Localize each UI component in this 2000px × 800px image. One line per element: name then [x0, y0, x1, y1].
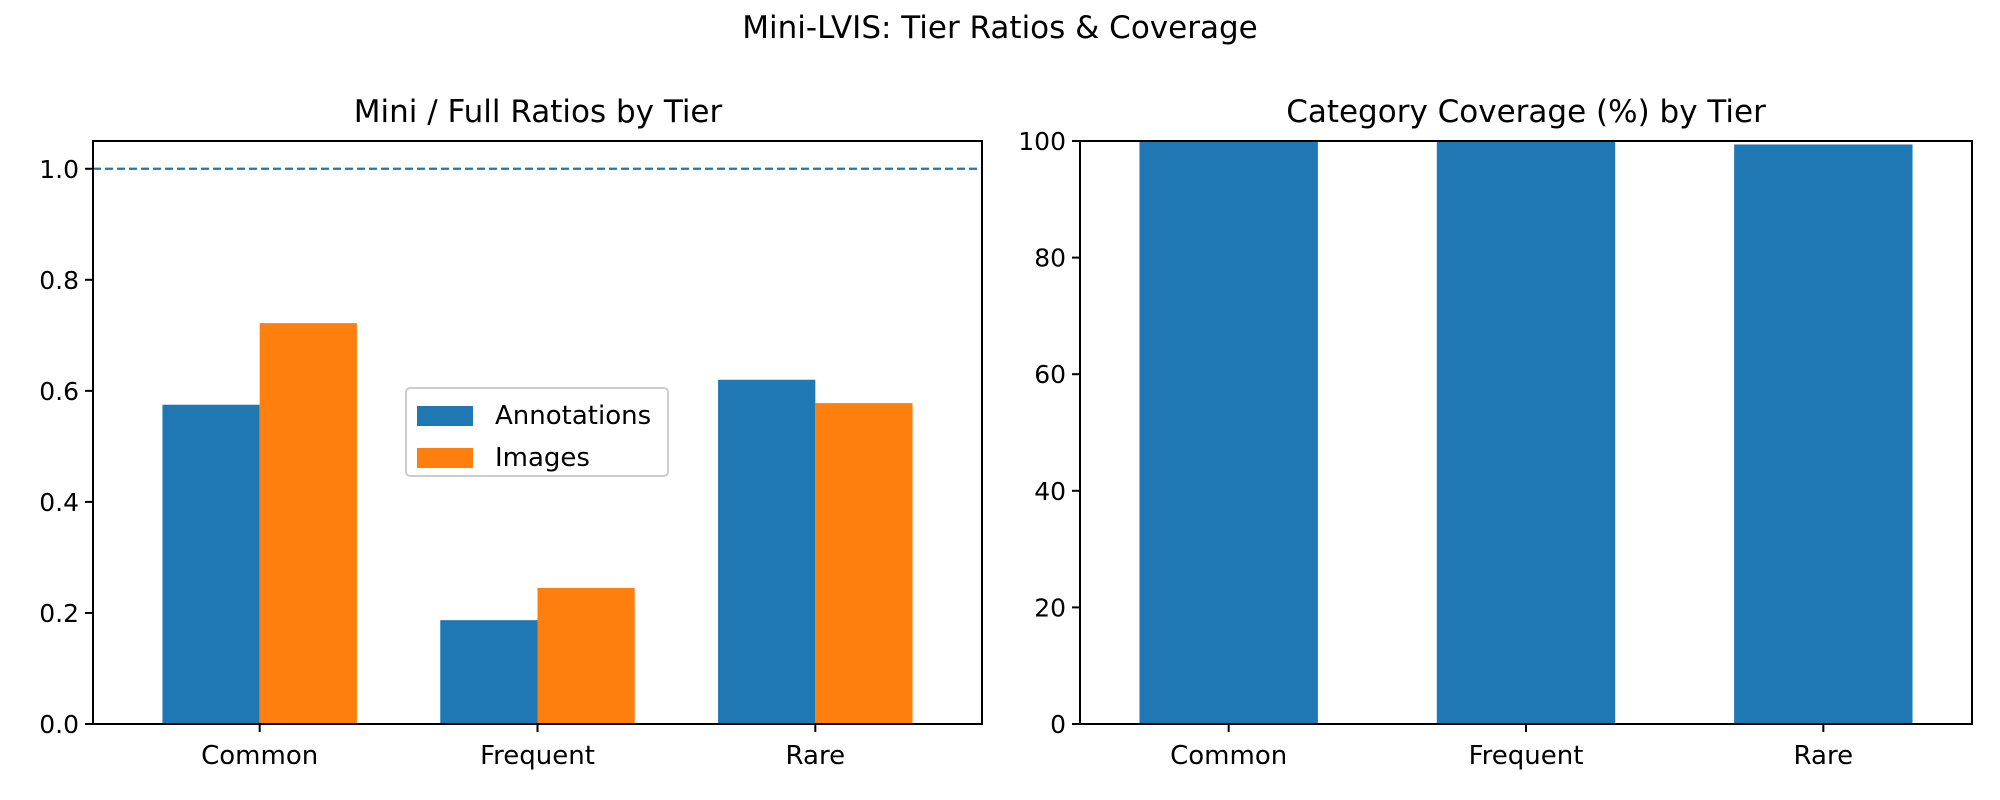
x-tick-label-common: Common — [1170, 741, 1287, 771]
x-tick-label-rare: Rare — [786, 741, 846, 771]
legend-item-annotations: Annotations — [417, 401, 651, 431]
bar-annotations-frequent — [440, 620, 538, 724]
coverage-chart-title: Category Coverage (%) by Tier — [1286, 94, 1766, 130]
x-tick-label-frequent: Frequent — [480, 741, 595, 771]
y-tick-label: 20 — [1034, 593, 1066, 622]
ratios-y-axis: 0.0 0.2 0.4 0.6 0.8 1.0 — [39, 155, 93, 739]
bar-annotations-common — [162, 404, 260, 724]
legend-item-images: Images — [417, 443, 590, 473]
ratios-chart-title: Mini / Full Ratios by Tier — [354, 94, 723, 130]
y-tick-label: 1.0 — [39, 155, 79, 184]
bar-images-frequent — [537, 587, 635, 724]
y-tick-label: 0.2 — [39, 599, 79, 628]
coverage-y-axis: 0 20 40 60 80 100 — [1018, 127, 1080, 739]
y-tick-label: 0.0 — [39, 710, 79, 739]
bar-coverage-rare — [1734, 144, 1913, 725]
x-tick-label-common: Common — [201, 741, 318, 771]
coverage-chart: Category Coverage (%) by Tier 0 20 40 60 80 1… — [1018, 94, 1973, 771]
legend-label-annotations: Annotations — [495, 401, 652, 431]
ratios-chart: Mini / Full Ratios by Tier 0.00.20.40.60… — [39, 94, 983, 771]
bar-images-rare — [815, 403, 913, 724]
ratios-legend: Annotations Images — [405, 387, 669, 477]
y-tick-label: 0.4 — [39, 488, 79, 517]
y-tick-label: 0.8 — [39, 266, 79, 295]
legend-swatch-images — [417, 448, 473, 468]
y-tick-label: 0 — [1050, 710, 1066, 739]
bar-images-common — [259, 323, 357, 724]
x-tick-label-frequent: Frequent — [1469, 741, 1584, 771]
coverage-bars — [1139, 141, 1913, 725]
legend-swatch-annotations — [417, 406, 473, 426]
coverage-x-axis: Common Frequent Rare — [1170, 724, 1853, 771]
bar-coverage-frequent — [1436, 141, 1616, 724]
legend-label-images: Images — [495, 443, 590, 473]
x-tick-label-rare: Rare — [1794, 741, 1854, 771]
y-tick-label: 60 — [1034, 360, 1066, 389]
ratios-bars — [162, 323, 913, 724]
bar-annotations-rare — [718, 379, 816, 724]
y-tick-label: 0.6 — [39, 377, 79, 406]
figure-title: Mini-LVIS: Tier Ratios & Coverage — [742, 10, 1258, 46]
y-tick-label: 100 — [1018, 127, 1066, 156]
y-tick-label: 40 — [1034, 477, 1066, 506]
y-tick-label: 80 — [1034, 244, 1066, 273]
ratios-x-axis: Common Frequent Rare — [201, 724, 845, 771]
bar-coverage-common — [1139, 141, 1318, 724]
